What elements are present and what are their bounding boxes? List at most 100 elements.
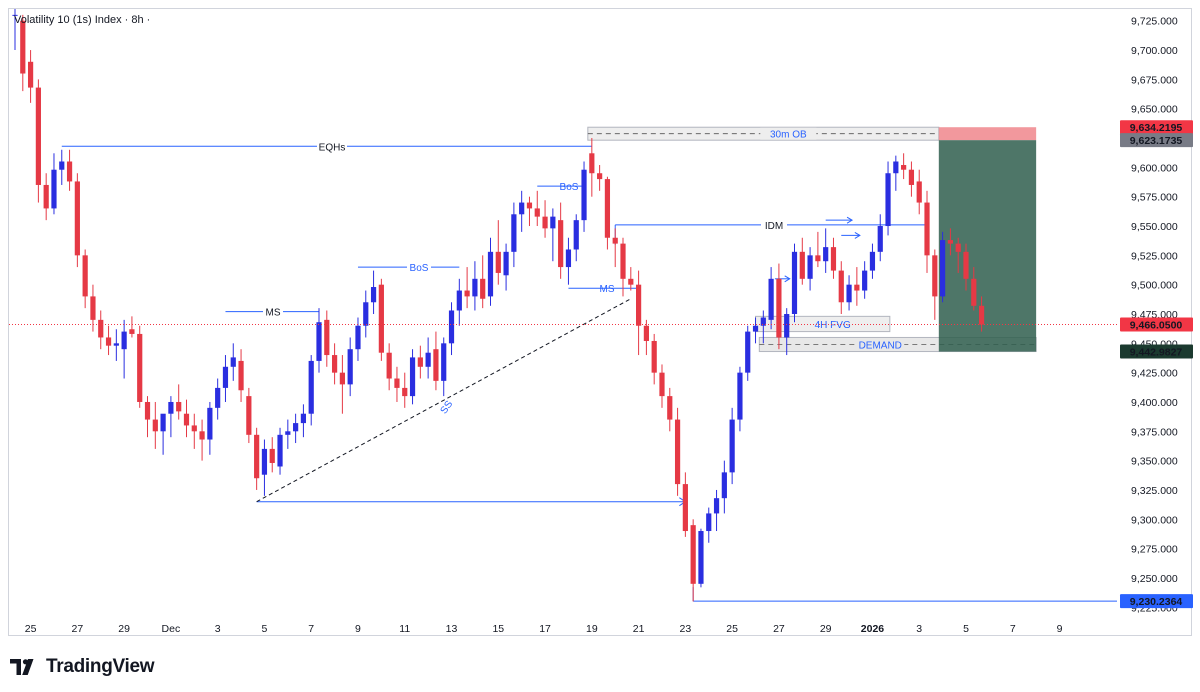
candle-body-96 bbox=[760, 317, 766, 326]
candle-body-67 bbox=[534, 208, 540, 217]
y-tick-17: 9,675.000 bbox=[1131, 74, 1178, 86]
candle-body-63 bbox=[503, 251, 509, 276]
y-tick-13: 9,575.000 bbox=[1131, 192, 1178, 204]
y-tick-4: 9,350.000 bbox=[1131, 456, 1178, 468]
candle-body-23 bbox=[191, 425, 197, 432]
footer: TradingView bbox=[10, 654, 155, 680]
y-tick-6: 9,400.000 bbox=[1131, 397, 1178, 409]
x-tick-22: 9 bbox=[1057, 623, 1063, 635]
candle-body-113 bbox=[893, 161, 899, 174]
candle-body-30 bbox=[246, 396, 252, 435]
candle-body-37 bbox=[300, 413, 307, 424]
candle-body-97 bbox=[768, 278, 774, 320]
x-tick-19: 3 bbox=[916, 623, 922, 635]
candle-body-94 bbox=[745, 331, 751, 373]
candle-body-78 bbox=[620, 243, 626, 279]
candle-body-18 bbox=[152, 419, 158, 432]
trendline bbox=[256, 298, 632, 503]
candle-body-31 bbox=[254, 434, 260, 479]
price-label-target: 9,442.9827 bbox=[1130, 347, 1183, 359]
x-tick-20: 5 bbox=[963, 623, 969, 635]
candle-body-92 bbox=[729, 419, 735, 473]
candle-body-17 bbox=[144, 401, 151, 420]
y-tick-18: 9,700.000 bbox=[1131, 45, 1178, 57]
candle-body-99 bbox=[784, 314, 790, 338]
y-tick-19: 9,725.000 bbox=[1131, 16, 1178, 28]
y-tick-5: 9,375.000 bbox=[1131, 426, 1178, 438]
chart-frame[interactable]: 30m OB 4H FVG DEMAND EQHs IDM MS BoS BoS MS SS 9,2… bbox=[8, 8, 1193, 637]
candle-body-124 bbox=[978, 305, 985, 325]
candle-body-24 bbox=[199, 431, 205, 440]
candle-body-58 bbox=[464, 290, 470, 297]
candle-body-3 bbox=[35, 87, 41, 185]
candle-body-91 bbox=[721, 472, 727, 499]
candle-body-27 bbox=[222, 366, 229, 388]
x-tick-0: 25 bbox=[25, 623, 37, 635]
candle-body-79 bbox=[628, 278, 634, 285]
demand-label: DEMAND bbox=[859, 341, 902, 352]
candle-body-64 bbox=[511, 214, 517, 252]
x-tick-6: 7 bbox=[308, 623, 314, 635]
eqhs-label: EQHs bbox=[319, 142, 346, 153]
candle-body-109 bbox=[862, 270, 868, 291]
price-label-current-bg bbox=[1120, 317, 1193, 332]
x-tick-21: 7 bbox=[1010, 623, 1016, 635]
candle-body-116 bbox=[916, 181, 922, 203]
y-tick-7: 9,425.000 bbox=[1131, 368, 1178, 380]
candle-body-44 bbox=[355, 325, 361, 350]
candle-body-98 bbox=[776, 278, 782, 338]
candle-body-49 bbox=[394, 378, 400, 388]
candle-body-13 bbox=[113, 343, 119, 346]
x-tick-12: 19 bbox=[586, 623, 598, 635]
fvg-label: 4H FVG bbox=[815, 320, 851, 331]
candle-body-70 bbox=[558, 220, 564, 268]
y-tick-3: 9,325.000 bbox=[1131, 485, 1178, 497]
candle-body-61 bbox=[487, 251, 494, 297]
candle-body-105 bbox=[830, 247, 837, 271]
candle-body-38 bbox=[308, 360, 314, 414]
candle-body-51 bbox=[409, 357, 416, 397]
x-tick-2: 29 bbox=[118, 623, 130, 635]
candle-body-52 bbox=[417, 357, 423, 367]
candle-body-87 bbox=[690, 525, 696, 584]
candle-body-10 bbox=[90, 296, 96, 320]
candle-body-90 bbox=[713, 498, 720, 514]
symbol-title[interactable]: Volatility 10 (1s) Index · 8h · bbox=[14, 14, 151, 26]
candle-body-45 bbox=[363, 302, 369, 326]
x-tick-18: 2026 bbox=[861, 623, 885, 635]
candle-body-20 bbox=[168, 401, 174, 414]
candle-body-101 bbox=[799, 251, 805, 279]
candle-body-40 bbox=[324, 319, 330, 356]
candle-body-5 bbox=[51, 169, 57, 209]
candle-body-15 bbox=[129, 329, 135, 334]
price-label-low-bg bbox=[1120, 594, 1193, 609]
candle-body-118 bbox=[932, 255, 938, 297]
x-tick-10: 15 bbox=[492, 623, 504, 635]
candle-body-55 bbox=[441, 343, 447, 381]
price-label-target-bg bbox=[1120, 344, 1193, 359]
candle-body-21 bbox=[176, 401, 182, 412]
x-axis: 25 27 29 Dec 3 5 7 9 11 13 15 17 19 21 23 25 27 29 2026 3 5 7… bbox=[25, 623, 1063, 635]
candle-body-81 bbox=[643, 325, 649, 341]
candle-body-69 bbox=[550, 216, 556, 229]
y-tick-10: 9,500.000 bbox=[1131, 280, 1178, 292]
candle-body-115 bbox=[908, 169, 915, 185]
x-tick-9: 13 bbox=[446, 623, 458, 635]
candle-body-83 bbox=[659, 372, 665, 397]
y-tick-11: 9,525.000 bbox=[1131, 250, 1178, 262]
candle-body-84 bbox=[667, 396, 673, 420]
candle-body-123 bbox=[971, 278, 977, 306]
candle-body-122 bbox=[963, 251, 969, 279]
x-tick-1: 27 bbox=[72, 623, 84, 635]
candle-body-25 bbox=[207, 407, 213, 440]
candle-body-53 bbox=[425, 352, 431, 367]
y-tick-16: 9,650.000 bbox=[1131, 104, 1178, 116]
ms-label-2: MS bbox=[600, 284, 615, 295]
candle-body-19 bbox=[160, 413, 166, 432]
x-tick-3: Dec bbox=[162, 623, 181, 635]
candle-body-110 bbox=[869, 251, 876, 271]
x-tick-15: 25 bbox=[726, 623, 738, 635]
tradingview-brand[interactable]: TradingView bbox=[46, 656, 155, 677]
